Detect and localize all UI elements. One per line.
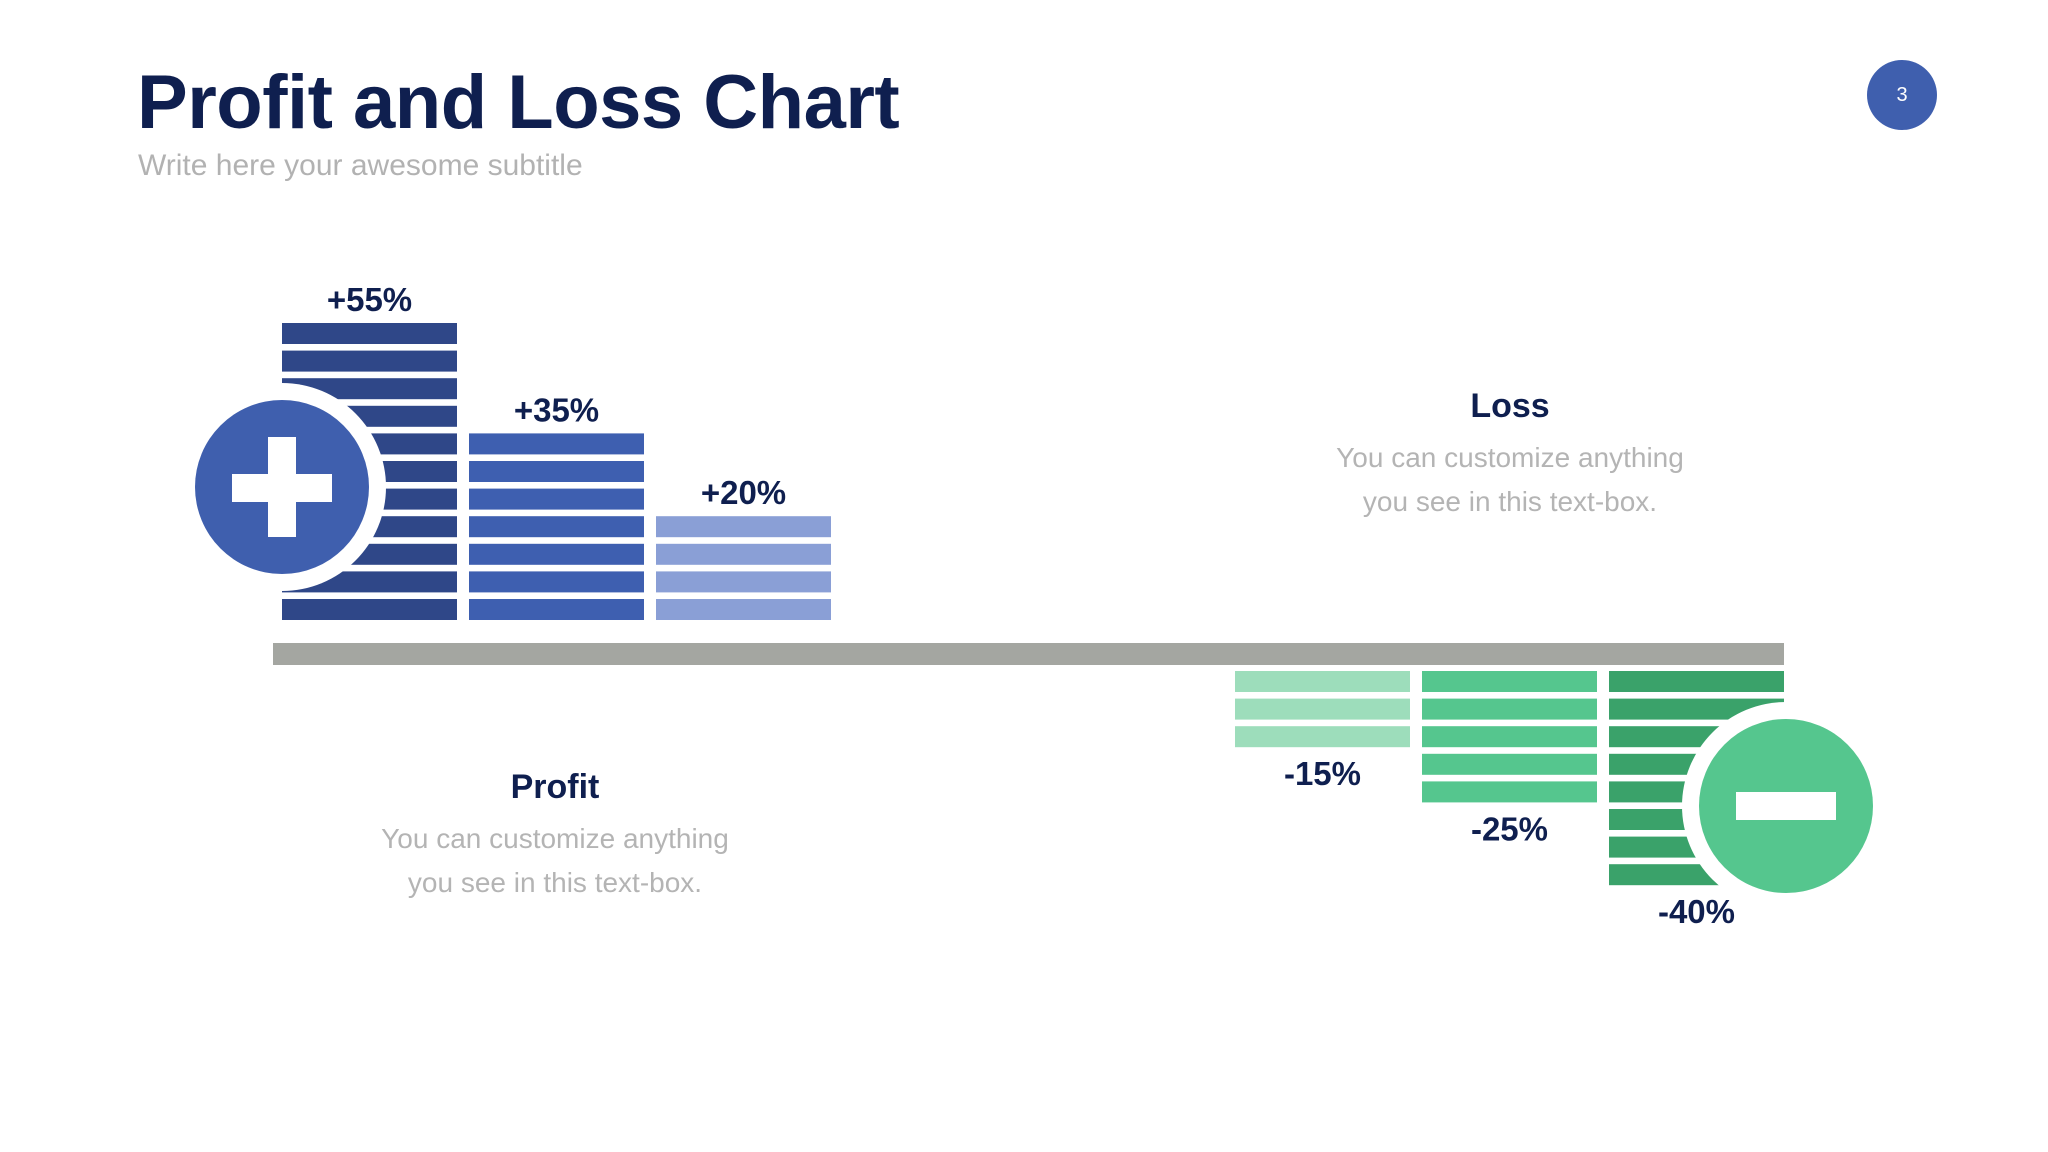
profit-bar-segment [656,599,831,620]
profit-bar-segment [282,599,457,620]
profit-heading: Profit [510,768,600,806]
plus-icon [178,383,386,591]
loss-bar-segment [1609,671,1784,692]
loss-bar [1422,671,1597,803]
profit-bar [656,516,831,620]
profit-data-label: +20% [701,474,786,511]
page-number-badge: 3 [1867,60,1937,130]
loss-bar-segment [1235,698,1410,720]
profit-bar-segment [469,599,644,620]
profit-description-line-2: you see in this text-box. [407,867,703,898]
loss-description-line-2: you see in this text-box. [1362,486,1658,517]
profit-bar-segment [469,543,644,565]
loss-bar-segment [1422,698,1597,720]
profit-bar-segment [469,433,644,455]
profit-bar-segment [656,571,831,593]
profit-description: You can customize anything you see in th… [325,817,785,905]
loss-bar-segment [1422,726,1597,748]
profit-text-block: Profit You can customize anything you se… [325,765,785,905]
loss-bar-segment [1235,671,1410,692]
profit-description-line-1: You can customize anything [381,823,729,854]
profit-bar-segment [469,571,644,593]
profit-data-label: +35% [514,391,599,428]
loss-bar-segment [1422,753,1597,775]
loss-description: You can customize anything you see in th… [1280,436,1740,524]
loss-bar-segment [1235,726,1410,748]
minus-icon [1682,702,1890,910]
profit-bar-segment [656,543,831,565]
page-title: Profit and Loss Chart [137,60,900,145]
loss-text-block: Loss You can customize anything you see … [1280,384,1740,524]
baseline-axis [273,643,1784,665]
loss-data-label: -25% [1471,810,1548,847]
profit-bar-segment [469,516,644,538]
page-subtitle: Write here your awesome subtitle [138,149,583,182]
profit-data-label: +55% [327,281,412,318]
loss-bar-segment [1422,671,1597,692]
profit-bar-segment [469,488,644,510]
profit-bar-segment [282,350,457,372]
loss-bar [1235,671,1410,748]
loss-bar-segment [1422,781,1597,803]
loss-data-label: -40% [1658,893,1735,930]
profit-bar [469,433,644,620]
loss-data-label: -15% [1284,755,1361,792]
loss-description-line-1: You can customize anything [1336,442,1684,473]
profit-bar-segment [656,516,831,538]
profit-bar-segment [282,323,457,344]
loss-heading: Loss [1470,387,1550,425]
profit-bar-segment [469,461,644,482]
